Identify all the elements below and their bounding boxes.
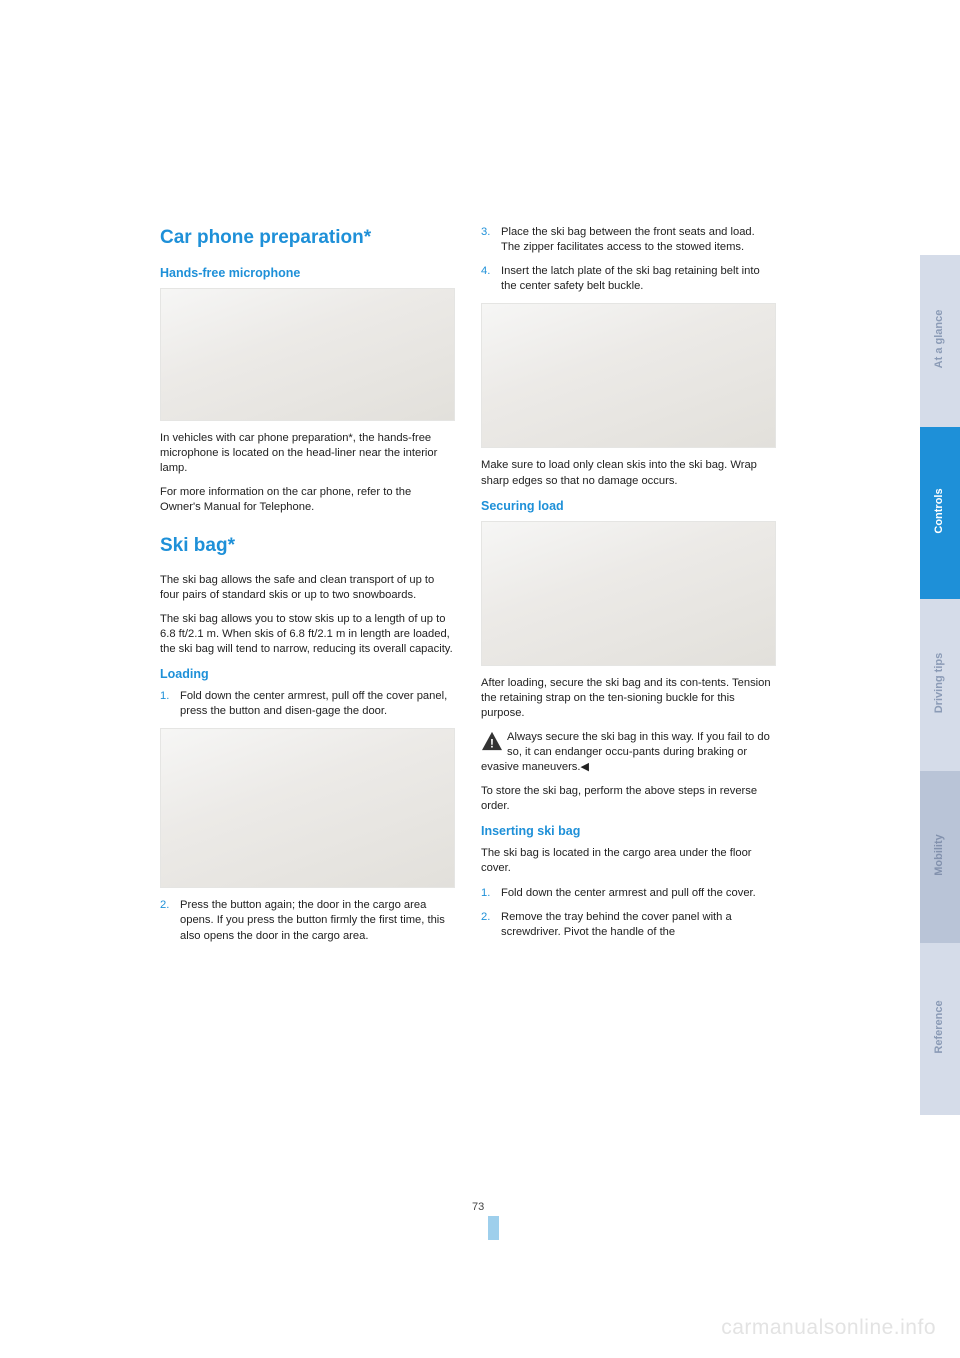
list-item: 2. Press the button again; the door in th… [160,898,455,943]
step-number: 3. [481,225,490,240]
list-item: 1. Fold down the center armrest, pull off… [160,689,455,719]
list-item: 2. Remove the tray behind the cover panel… [481,910,776,940]
svg-text:!: ! [490,736,494,750]
tab-label: Reference [933,952,945,1102]
tab-driving-tips[interactable]: Driving tips [920,599,960,771]
tab-label: Mobility [933,780,945,930]
step-text: Insert the latch plate of the ski bag re… [501,265,760,292]
step-text: Fold down the center armrest and pull of… [501,887,756,899]
page-bar-decoration [488,1216,499,1240]
step-text: Place the ski bag between the front seat… [501,226,755,238]
text-skibag-intro: The ski bag allows the safe and clean tr… [160,573,455,603]
step-number: 2. [481,910,490,925]
tab-controls[interactable]: Controls [920,427,960,599]
tab-label: Driving tips [933,608,945,758]
heading-handsfree: Hands-free microphone [160,265,455,282]
warning-text: Always secure the ski bag in this way. I… [481,731,770,773]
warning-block: ! Always secure the ski bag in this way.… [481,730,776,775]
tab-reference[interactable]: Reference [920,943,960,1115]
list-item: 3. Place the ski bag between the front s… [481,225,776,255]
loading-steps: 1. Fold down the center armrest, pull off… [160,689,455,719]
figure-headliner-mic [160,288,455,421]
step-number: 1. [481,886,490,901]
heading-ski-bag: Ski bag* [160,533,455,559]
heading-car-phone: Car phone preparation* [160,225,455,251]
warning-icon: ! [481,731,503,751]
text-clean-skis: Make sure to load only clean skis into t… [481,458,776,488]
text-reverse-order: To store the ski bag, perform the above … [481,784,776,814]
loading-steps-cont: 2. Press the button again; the door in th… [160,898,455,943]
text-handsfree-desc: In vehicles with car phone preparation*,… [160,431,455,476]
figure-securing-load [481,521,776,666]
inserting-steps: 1. Fold down the center armrest and pull … [481,886,776,940]
tab-label: Controls [933,436,945,586]
step-number: 2. [160,898,169,913]
step-text: Press the button again; the door in the … [180,899,445,941]
heading-inserting: Inserting ski bag [481,823,776,840]
text-skibag-length: The ski bag allows you to stow skis up t… [160,612,455,657]
right-column: 3. Place the ski bag between the front s… [481,225,776,953]
tab-label: At a glance [933,264,945,414]
step-text: Fold down the center armrest, pull off t… [180,690,447,717]
text-after-loading: After loading, secure the ski bag and it… [481,676,776,721]
figure-belt-buckle [481,303,776,448]
list-item: 4. Insert the latch plate of the ski bag … [481,264,776,294]
page-content: Car phone preparation* Hands-free microp… [0,0,960,953]
side-tabs: At a glance Controls Driving tips Mobili… [920,255,960,1115]
left-column: Car phone preparation* Hands-free microp… [160,225,455,953]
heading-loading: Loading [160,666,455,683]
text-skibag-location: The ski bag is located in the cargo area… [481,846,776,876]
list-item: 1. Fold down the center armrest and pull … [481,886,776,901]
tab-at-a-glance[interactable]: At a glance [920,255,960,427]
step-text: Remove the tray behind the cover panel w… [501,911,732,938]
step-number: 4. [481,264,490,279]
figure-armrest [160,728,455,888]
heading-securing: Securing load [481,498,776,515]
step-number: 1. [160,689,169,704]
page-number: 73 [472,1201,484,1213]
text-handsfree-moreinfo: For more information on the car phone, r… [160,485,455,515]
step-text-extra: The zipper facilitates access to the sto… [501,241,744,253]
loading-steps-right: 3. Place the ski bag between the front s… [481,225,776,294]
watermark: carmanualsonline.info [721,1316,936,1340]
tab-mobility[interactable]: Mobility [920,771,960,943]
